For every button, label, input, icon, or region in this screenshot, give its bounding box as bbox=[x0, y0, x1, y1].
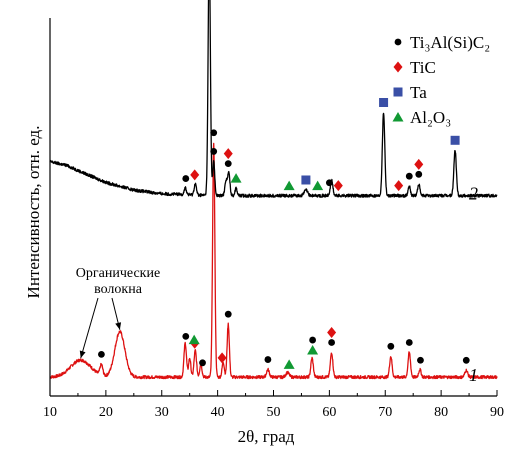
x-tick-label: 60 bbox=[322, 405, 336, 420]
x-tick-label: 20 bbox=[99, 405, 113, 420]
legend-marker-ta bbox=[393, 87, 403, 97]
annotation-arrowhead bbox=[115, 322, 122, 330]
marker-al2o3 bbox=[283, 359, 295, 369]
marker-ti3alsic2 bbox=[182, 332, 190, 340]
marker-al2o3 bbox=[312, 180, 324, 191]
marker-ti3alsic2 bbox=[98, 351, 105, 358]
marker-al2o3 bbox=[230, 173, 242, 183]
marker-al2o3 bbox=[188, 334, 200, 345]
legend-label-al2o3: Al₂O₃ bbox=[410, 108, 451, 127]
axis-layer: 10 20 30 40 50 60 70 80 90 bbox=[43, 18, 504, 420]
marker-ti3alsic2 bbox=[224, 310, 232, 318]
legend-marker-ti3alsic2 bbox=[394, 38, 402, 46]
series-2: 2 bbox=[49, 0, 498, 204]
marker-ti3alsic2 bbox=[182, 175, 190, 182]
marker-ti3alsic2 bbox=[264, 356, 272, 363]
legend-item-al2o3: Al₂O₃ bbox=[392, 108, 451, 127]
legend-marker-al2o3 bbox=[392, 112, 404, 122]
x-tick-label: 40 bbox=[211, 405, 225, 420]
x-tick-label: 30 bbox=[155, 405, 169, 420]
marker-ti3alsic2 bbox=[387, 342, 395, 350]
marker-ti3alsic2 bbox=[415, 170, 423, 178]
marker-ti3alsic2 bbox=[210, 129, 218, 137]
legend-label-ta: Ta bbox=[410, 83, 427, 102]
marker-ta bbox=[379, 98, 389, 107]
marker-ti3alsic2 bbox=[325, 179, 333, 187]
legend-marker-tic bbox=[393, 61, 403, 73]
marker-ti3alsic2 bbox=[309, 336, 317, 344]
marker-ti3alsic2 bbox=[462, 356, 470, 364]
series-1-line bbox=[49, 142, 498, 380]
series-2-line bbox=[49, 0, 498, 198]
x-tick-label: 80 bbox=[434, 405, 448, 420]
annotation-line: Органические bbox=[76, 266, 160, 281]
curve-label-1: 1 bbox=[469, 365, 478, 385]
curve-label-2: 2 bbox=[469, 184, 478, 204]
marker-tic bbox=[190, 169, 200, 181]
marker-ti3alsic2 bbox=[224, 160, 232, 167]
legend-label-ti3alsic2: Ti₃Al(Si)C₂ bbox=[410, 33, 490, 52]
marker-tic bbox=[414, 158, 424, 170]
x-tick-label: 70 bbox=[378, 405, 392, 420]
x-axis-title: 2θ, град bbox=[238, 427, 295, 446]
x-tick-label: 10 bbox=[43, 405, 57, 420]
marker-al2o3 bbox=[283, 180, 295, 191]
marker-ti3alsic2 bbox=[210, 148, 218, 155]
series-1-phase-markers bbox=[98, 129, 470, 369]
legend-label-tic: TiC bbox=[410, 58, 436, 77]
legend-item-ta: Ta bbox=[393, 83, 427, 102]
legend-item-ti3alsic2: Ti₃Al(Si)C₂ bbox=[394, 33, 490, 52]
annotation-arrow bbox=[80, 297, 99, 359]
marker-ti3alsic2 bbox=[328, 339, 336, 346]
marker-tic bbox=[217, 352, 227, 364]
annotation-line: волокна bbox=[94, 282, 143, 297]
marker-tic bbox=[223, 148, 233, 160]
marker-ti3alsic2 bbox=[199, 359, 206, 367]
x-tick-label: 50 bbox=[267, 405, 281, 420]
marker-ti3alsic2 bbox=[405, 339, 413, 346]
series-1: 1 bbox=[49, 129, 498, 385]
legend-item-tic: TiC bbox=[393, 58, 436, 77]
marker-ti3alsic2 bbox=[417, 356, 424, 364]
plot-layer: 12 bbox=[49, 0, 498, 385]
series-2-phase-markers bbox=[182, 98, 460, 192]
marker-al2o3 bbox=[307, 345, 319, 355]
y-axis-title: Интенсивность, отн. ед. bbox=[24, 126, 43, 299]
x-tick-label: 90 bbox=[490, 405, 504, 420]
marker-tic bbox=[327, 327, 337, 339]
marker-ti3alsic2 bbox=[405, 172, 413, 180]
annotation-arrowhead bbox=[79, 350, 86, 359]
marker-tic bbox=[394, 180, 404, 192]
marker-ta bbox=[450, 135, 460, 145]
legend: Ti₃Al(Si)C₂ TiC Ta Al₂O₃ bbox=[392, 33, 490, 127]
marker-tic bbox=[333, 180, 343, 192]
marker-ta bbox=[301, 175, 311, 185]
